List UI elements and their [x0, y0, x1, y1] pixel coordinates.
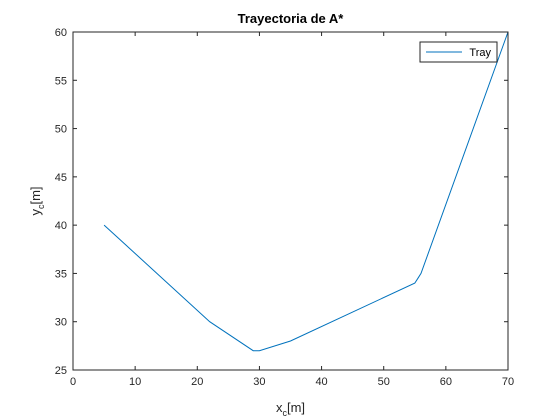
y-tick-label: 50 [55, 124, 67, 136]
series-layer [103, 31, 509, 352]
x-tick-label: 0 [70, 376, 76, 388]
y-tick-label: 40 [55, 220, 67, 232]
y-axis-label-main: y [28, 209, 43, 216]
y-tick-label: 55 [55, 75, 67, 87]
x-tick-label: 70 [502, 376, 514, 388]
y-axis-label-sub: c [36, 204, 46, 209]
plot-area [73, 32, 508, 370]
y-tick-label: 45 [55, 172, 67, 184]
x-tick-label: 50 [378, 376, 390, 388]
legend-label: Tray [469, 47, 491, 59]
ticks-layer: 0 10 20 30 40 50 60 70 25 30 35 40 45 50 55 60 [55, 27, 514, 388]
y-tick-label: 30 [55, 317, 67, 329]
chart-title: Trayectoria de A* [238, 11, 345, 26]
y-tick-label: 25 [55, 365, 67, 377]
y-tick-label: 60 [55, 27, 67, 39]
y-axis-label-unit: [m] [28, 186, 43, 204]
x-tick-label: 30 [253, 376, 265, 388]
y-tick-label: 35 [55, 268, 67, 280]
x-axis-label-sub: c [282, 408, 287, 418]
x-axis-label-main: x [276, 400, 283, 415]
y-axis-label: yc[m] [28, 186, 46, 215]
series-line-tray [103, 31, 509, 352]
x-tick-label: 40 [315, 376, 327, 388]
plot-frame [72, 31, 509, 371]
x-tick-label: 10 [129, 376, 141, 388]
legend: Tray [419, 41, 498, 63]
x-axis-label: xc[m] [276, 400, 305, 418]
x-tick-label: 20 [191, 376, 203, 388]
x-tick-label: 60 [440, 376, 452, 388]
x-axis-label-unit: [m] [287, 400, 305, 415]
